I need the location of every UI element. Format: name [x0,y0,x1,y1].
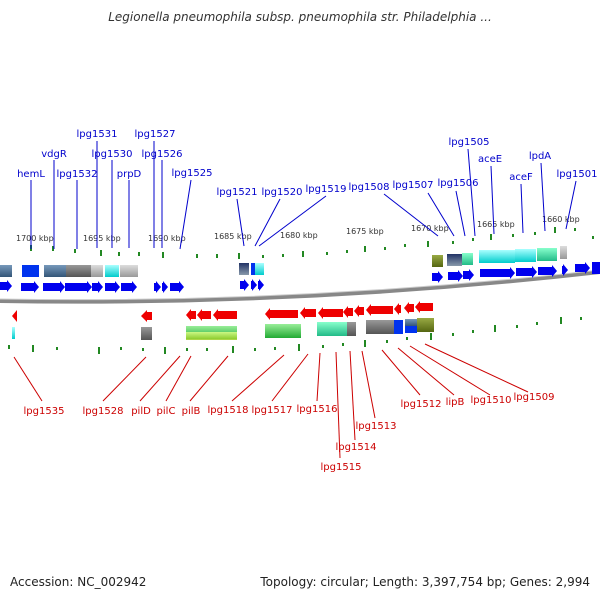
gene-label-top[interactable]: lpg1530 [92,149,133,160]
gene-label-bottom[interactable]: pilC [157,406,176,417]
gene-label-top[interactable]: lpg1501 [557,169,598,180]
scale-label: 1670 kbp [411,224,449,233]
gene-label-bottom[interactable]: lpg1517 [252,405,293,416]
gene-label-top[interactable]: lpdA [529,151,551,162]
scale-labels: 1700 kbp 1695 kbp 1690 kbp 1685 kbp 1680… [16,215,580,243]
scale-label: 1700 kbp [16,234,54,243]
top-cog-track [0,246,567,277]
gene-label-bottom[interactable]: lpg1512 [401,399,442,410]
gene-label-bottom[interactable]: lpg1515 [321,462,362,473]
scale-label: 1685 kbp [214,232,252,241]
gene-label-top[interactable]: lpg1525 [172,168,213,179]
gene-label-top[interactable]: lpg1521 [217,187,258,198]
gene-label-bottom[interactable]: lipB [446,397,465,408]
scale-label: 1675 kbp [346,227,384,236]
gene-label-top[interactable]: lpg1532 [57,169,98,180]
gene-label-top[interactable]: hemL [17,169,45,180]
scale-label: 1680 kbp [280,231,318,240]
gene-label-bottom[interactable]: lpg1528 [83,406,124,417]
genome-backbone [0,270,600,304]
gene-label-bottom[interactable]: lpg1509 [514,392,555,403]
gene-label-top[interactable]: lpg1505 [449,137,490,148]
bottom-leader-lines [13,343,529,459]
gene-label-top[interactable]: lpg1507 [393,180,434,191]
gene-label-bottom[interactable]: lpg1535 [24,406,65,417]
gene-label-top[interactable]: lpg1506 [438,178,479,189]
forward-strand-arrows [0,262,600,293]
genome-title: Legionella pneumophila subsp. pneumophil… [108,10,492,24]
accession-label: Accession: NC_002942 [10,575,147,589]
scale-ticks-top [30,227,594,259]
gene-label-top[interactable]: vdgR [41,149,67,160]
scale-label: 1660 kbp [542,215,580,224]
gene-label-bottom[interactable]: lpg1516 [297,404,338,415]
gene-label-top[interactable]: aceF [509,172,533,183]
bottom-cog-track [12,318,434,340]
gene-label-bottom[interactable]: pilB [182,406,201,417]
gene-label-top[interactable]: lpg1519 [306,184,347,195]
scale-label: 1690 kbp [148,234,186,243]
top-leader-lines [30,141,577,250]
gene-label-top[interactable]: lpg1526 [142,149,183,160]
gene-label-bottom[interactable]: lpg1513 [356,421,397,432]
gene-label-bottom[interactable]: pilD [131,406,151,417]
gene-label-bottom[interactable]: lpg1518 [208,405,249,416]
reverse-strand-arrows [12,301,433,322]
gene-label-top[interactable]: lpg1520 [262,187,303,198]
gene-label-top[interactable]: lpg1531 [77,129,118,140]
gene-label-bottom[interactable]: lpg1514 [336,442,377,453]
gene-label-top[interactable]: lpg1508 [349,182,390,193]
scale-ticks-bottom [8,317,582,354]
scale-label: 1695 kbp [83,234,121,243]
gene-label-bottom[interactable]: lpg1510 [471,395,512,406]
gene-label-top[interactable]: lpg1527 [135,129,176,140]
scale-label: 1665 kbp [477,220,515,229]
gene-label-top[interactable]: aceE [478,154,502,165]
gene-label-top[interactable]: prpD [117,169,142,180]
genome-summary: Topology: circular; Length: 3,397,754 bp… [260,575,590,589]
